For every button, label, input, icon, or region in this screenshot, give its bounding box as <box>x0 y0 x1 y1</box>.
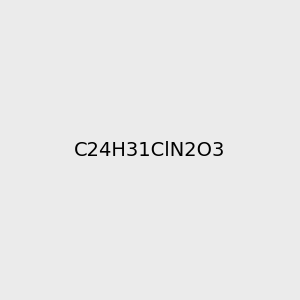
Text: C24H31ClN2O3: C24H31ClN2O3 <box>74 140 226 160</box>
